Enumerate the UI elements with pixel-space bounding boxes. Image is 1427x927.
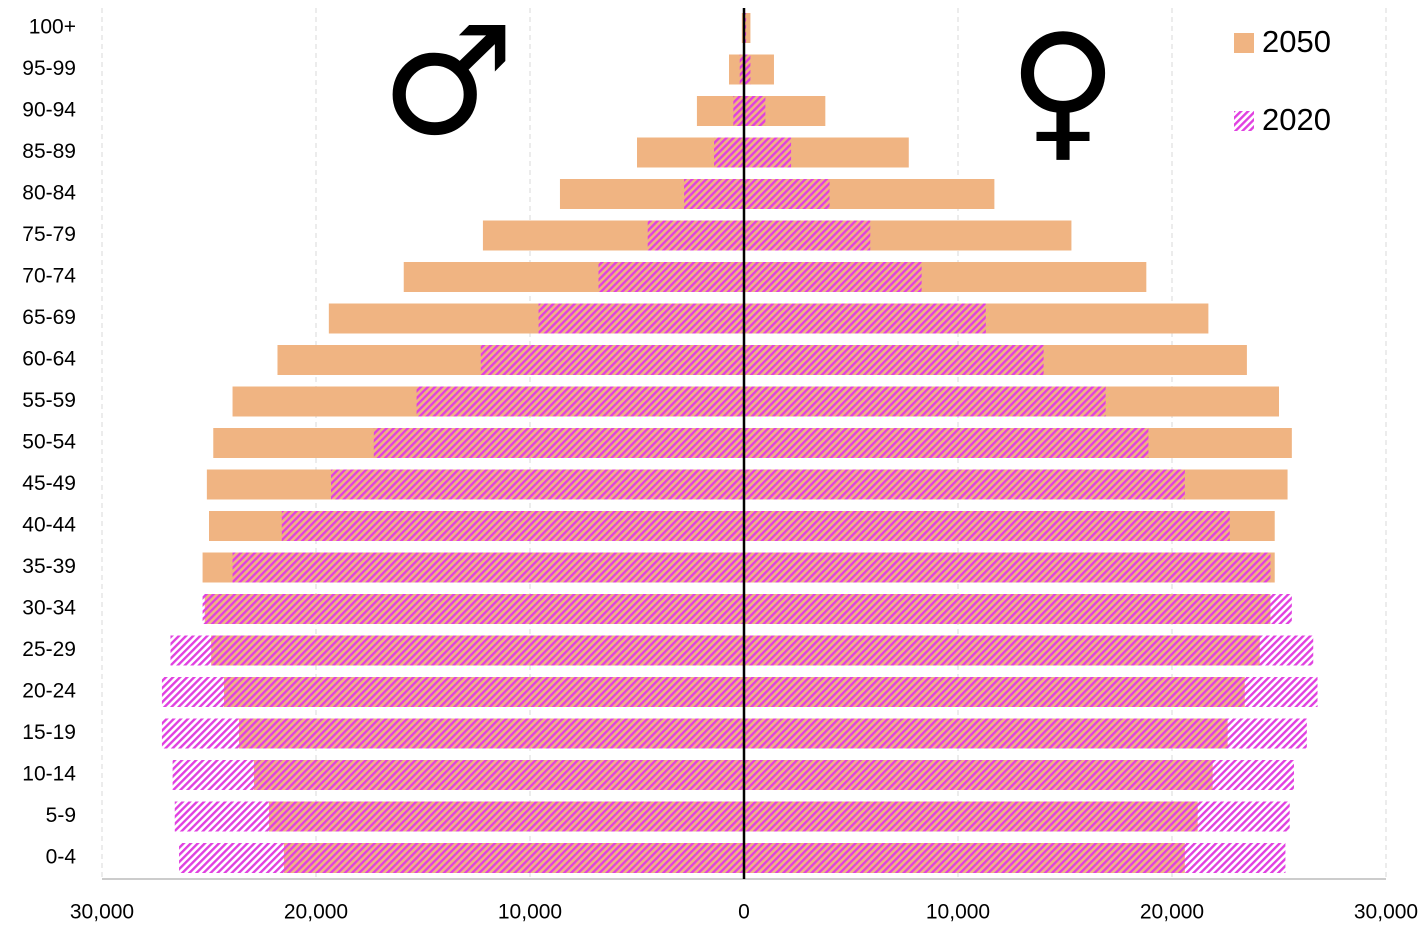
bar <box>170 635 745 666</box>
x-tick-label: 10,000 <box>498 901 562 924</box>
legend-label: 2020 <box>1262 102 1331 137</box>
bar <box>598 262 744 292</box>
y-tick-label: 30-34 <box>22 597 76 620</box>
bar <box>744 345 1044 375</box>
y-tick-label: 10-14 <box>22 763 76 786</box>
bar <box>744 677 1318 707</box>
bar <box>744 220 871 251</box>
bar <box>161 718 745 749</box>
bar <box>744 137 792 168</box>
bar <box>647 220 744 251</box>
bar <box>744 635 1314 666</box>
y-tick-label: 85-89 <box>22 140 76 163</box>
bar <box>744 801 1290 832</box>
y-tick-label: 75-79 <box>22 223 76 246</box>
y-tick-label: 20-24 <box>22 680 76 703</box>
bar <box>330 469 744 500</box>
y-tick-label: 15-19 <box>22 721 76 744</box>
bar <box>733 96 744 126</box>
x-tick-label: 20,000 <box>1140 901 1204 924</box>
bar <box>684 179 744 209</box>
bar <box>174 801 744 832</box>
x-tick-label: 20,000 <box>284 901 348 924</box>
x-tick-label: 0 <box>738 901 750 924</box>
y-tick-label: 50-54 <box>22 431 76 454</box>
bar <box>744 54 751 85</box>
bar <box>480 345 744 375</box>
bar <box>744 469 1185 500</box>
legend-label: 2050 <box>1262 24 1331 59</box>
y-tick-label: 100+ <box>29 16 76 39</box>
y-tick-label: 90-94 <box>22 99 76 122</box>
legend-swatch <box>1234 33 1254 53</box>
bar <box>161 677 745 707</box>
bar <box>744 594 1292 624</box>
bar <box>744 552 1271 583</box>
y-tick-label: 55-59 <box>22 389 76 412</box>
y-tick-label: 5-9 <box>46 804 76 827</box>
bar <box>744 511 1230 541</box>
female-symbol: ♀ <box>1008 3 1118 177</box>
y-tick-label: 70-74 <box>22 265 76 288</box>
bar <box>416 386 744 417</box>
y-tick-label: 65-69 <box>22 306 76 329</box>
legend-swatch <box>1234 111 1254 131</box>
bar <box>202 594 744 624</box>
bar <box>744 262 922 292</box>
y-tick-label: 45-49 <box>22 472 76 495</box>
bar <box>232 552 745 583</box>
bar <box>744 718 1307 749</box>
y-tick-label: 60-64 <box>22 348 76 371</box>
bar <box>744 428 1149 458</box>
bar <box>744 96 766 126</box>
bar <box>179 843 745 873</box>
x-tick-label: 30,000 <box>70 901 134 924</box>
bar <box>281 511 744 541</box>
y-tick-label: 0-4 <box>46 846 77 869</box>
y-tick-label: 80-84 <box>22 182 76 205</box>
y-tick-label: 25-29 <box>22 638 76 661</box>
bar <box>739 54 744 85</box>
bar <box>373 428 744 458</box>
bar <box>744 303 986 334</box>
bar <box>744 843 1286 873</box>
y-tick-label: 40-44 <box>22 514 76 537</box>
bar <box>538 303 744 334</box>
bar <box>744 760 1294 790</box>
bar <box>744 179 830 209</box>
male-symbol: ♂ <box>381 0 515 169</box>
bar <box>714 137 744 168</box>
x-tick-label: 30,000 <box>1354 901 1418 924</box>
y-tick-label: 35-39 <box>22 555 76 578</box>
y-tick-label: 95-99 <box>22 57 76 80</box>
bar <box>744 386 1106 417</box>
bar <box>172 760 744 790</box>
bar <box>744 13 751 43</box>
x-tick-label: 10,000 <box>926 901 990 924</box>
